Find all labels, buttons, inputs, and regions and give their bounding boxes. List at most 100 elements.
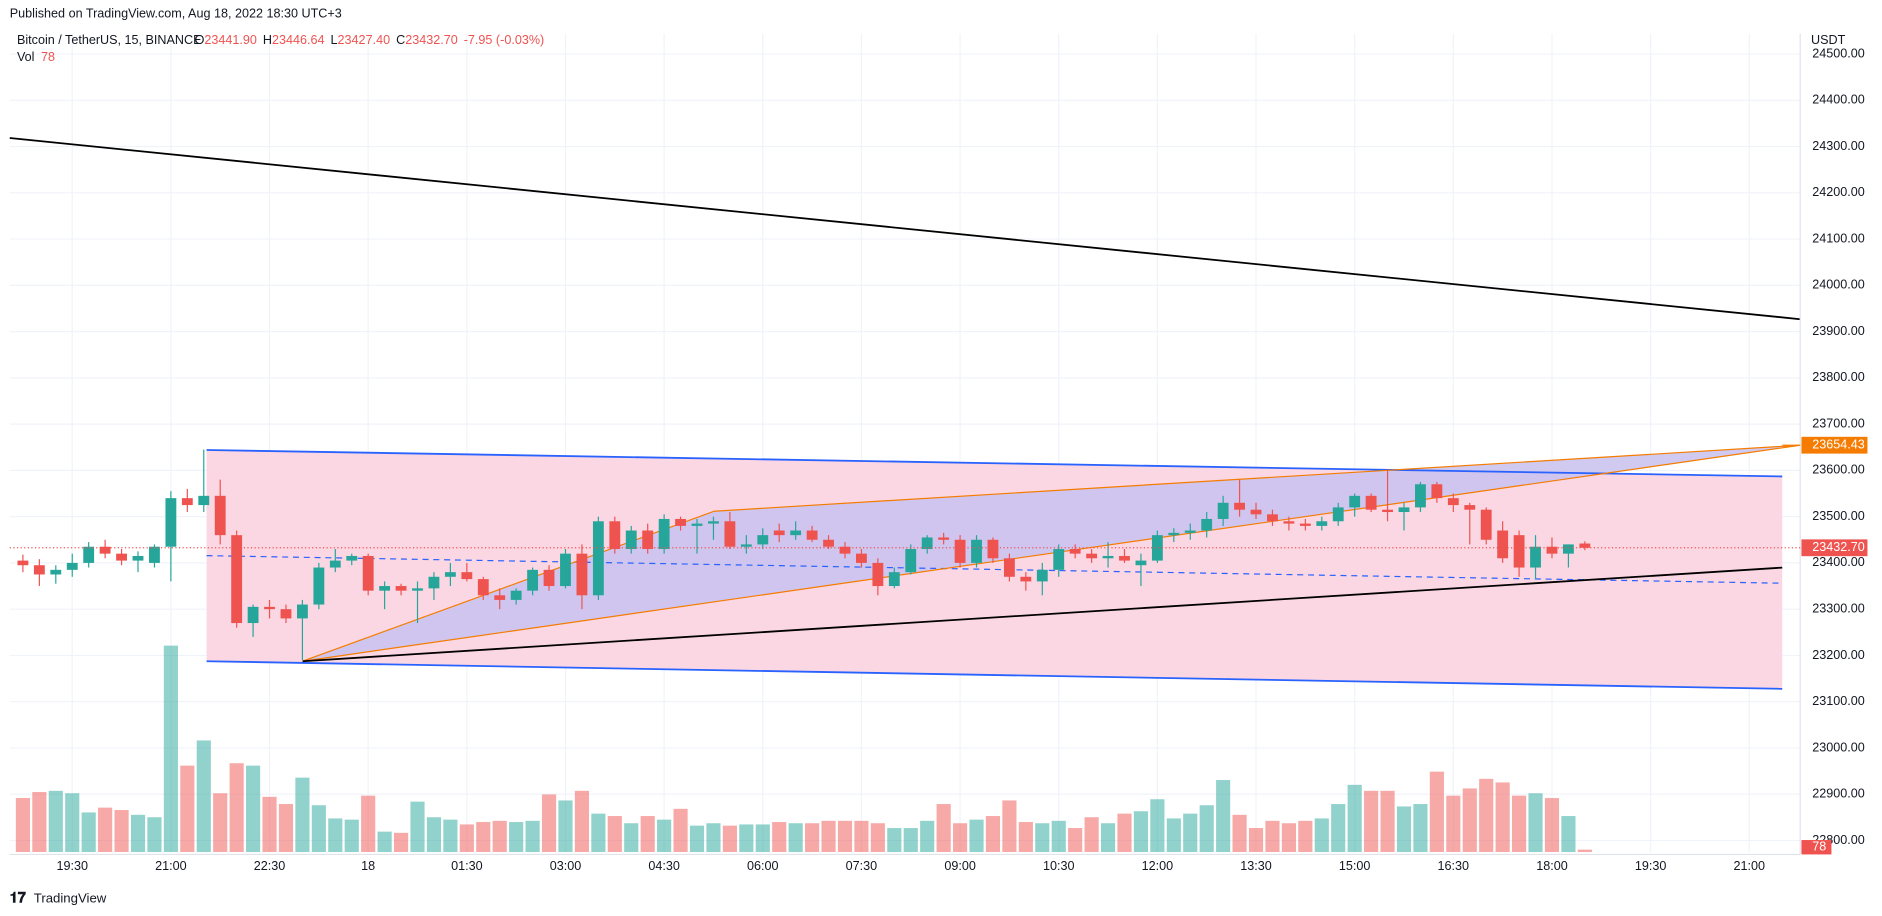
candle-body (1382, 509, 1393, 513)
volume-bar (361, 795, 376, 853)
volume-bar (722, 825, 737, 853)
axes: 22800.0022900.0023000.0023100.0023200.00… (9, 33, 1868, 873)
candles (17, 449, 1591, 661)
volume-bar (1479, 778, 1494, 853)
candle-body (231, 535, 243, 624)
volume-bar (509, 822, 524, 853)
symbol: Bitcoin / TetherUS, 15, BINANCE (17, 33, 202, 47)
volume-bar (1528, 793, 1543, 853)
candle-body (806, 530, 818, 540)
volume-bar (574, 790, 589, 853)
volume-bar (229, 763, 244, 853)
candle-body (1267, 514, 1278, 522)
candle-body (592, 521, 604, 596)
candle-body (921, 537, 933, 550)
legend-key: L (331, 33, 338, 47)
channel-bottom (206, 660, 1783, 690)
candle-body (99, 546, 111, 554)
candle-body (1464, 505, 1476, 510)
published: Published on TradingView.com, Aug 18, 20… (10, 7, 342, 21)
legend-key: C (396, 33, 405, 47)
candle-body (954, 539, 966, 563)
y-tick-label: 23600.00 (1812, 463, 1865, 477)
volume-bar (196, 740, 211, 853)
volume-bar (969, 819, 984, 853)
candle-body (938, 537, 950, 540)
candle-body (264, 606, 275, 610)
candle-body (888, 572, 900, 587)
last-price-badge (1801, 539, 1868, 557)
candle-body (1497, 530, 1509, 559)
volume-bar (1183, 813, 1198, 853)
y-tick-label: 23500.00 (1812, 509, 1865, 523)
y-tick-label: 24500.00 (1812, 46, 1865, 60)
candle-body (740, 544, 752, 547)
footer-logo: 𝟏𝟕 (10, 891, 26, 907)
volume-bar (459, 824, 474, 853)
candle-body (856, 553, 867, 563)
volume-bar (1117, 813, 1132, 853)
volume-bar (1199, 805, 1214, 853)
candle-body (1069, 549, 1081, 554)
candle-body (625, 530, 637, 550)
candle-body (1316, 521, 1328, 526)
volume-bar (130, 814, 146, 853)
volume-bar (1068, 828, 1083, 853)
x-tick-label: 01:30 (451, 859, 483, 873)
candle-body (757, 535, 769, 545)
x-tick-label: 19:30 (1635, 859, 1667, 873)
volume-bar (821, 820, 836, 853)
volume-bar (525, 820, 540, 853)
candle-body (1530, 546, 1541, 568)
x-tick-label: 21:00 (155, 859, 187, 873)
candle-body (971, 539, 982, 563)
candle-body (905, 549, 917, 573)
candle-body (132, 555, 144, 561)
candle-body (444, 572, 456, 577)
y-tick-label: 22900.00 (1812, 787, 1865, 801)
volume-bar (1281, 823, 1296, 853)
volume-bar (426, 817, 442, 853)
candle-body (379, 586, 391, 591)
volume-bar (788, 823, 803, 853)
candle-body (165, 498, 177, 547)
volume-bar (1429, 771, 1444, 853)
volume-bar (1150, 799, 1165, 853)
candle-body (691, 523, 703, 526)
candle-body (17, 560, 29, 566)
volume-bar (870, 823, 885, 853)
volume-bar (953, 823, 968, 853)
candle-body (675, 518, 686, 526)
candle-body (66, 562, 78, 570)
candle-body (1299, 523, 1311, 526)
volume-bar (344, 819, 359, 853)
volume-bar (1380, 790, 1395, 853)
drawing-label: 23654.43 (1812, 438, 1865, 452)
candle-body (839, 546, 851, 554)
candle-body (362, 555, 374, 591)
legend-key: O (195, 33, 205, 47)
candle-body (773, 530, 785, 536)
candle-body (33, 565, 45, 575)
volume-bar (1018, 822, 1033, 853)
candle-body (313, 567, 325, 605)
volume-bar (657, 819, 672, 853)
volume-bar (246, 765, 261, 853)
vol-value: 78 (41, 50, 55, 64)
y-tick-label: 24200.00 (1812, 185, 1865, 199)
volume-bar (837, 820, 853, 853)
volume-bar (640, 816, 655, 853)
volume-bar (706, 823, 721, 853)
volume-bar (1051, 820, 1066, 853)
candle-body (412, 588, 423, 591)
candle-body (1365, 495, 1377, 510)
volume-bar (147, 817, 162, 853)
candle-body (1053, 549, 1065, 570)
candle-body (1332, 507, 1344, 522)
channel-top (206, 449, 1783, 478)
y-tick-label: 23100.00 (1812, 694, 1865, 708)
x-tick-label: 15:00 (1339, 859, 1371, 873)
legend-value: 23432.70 (405, 33, 458, 47)
